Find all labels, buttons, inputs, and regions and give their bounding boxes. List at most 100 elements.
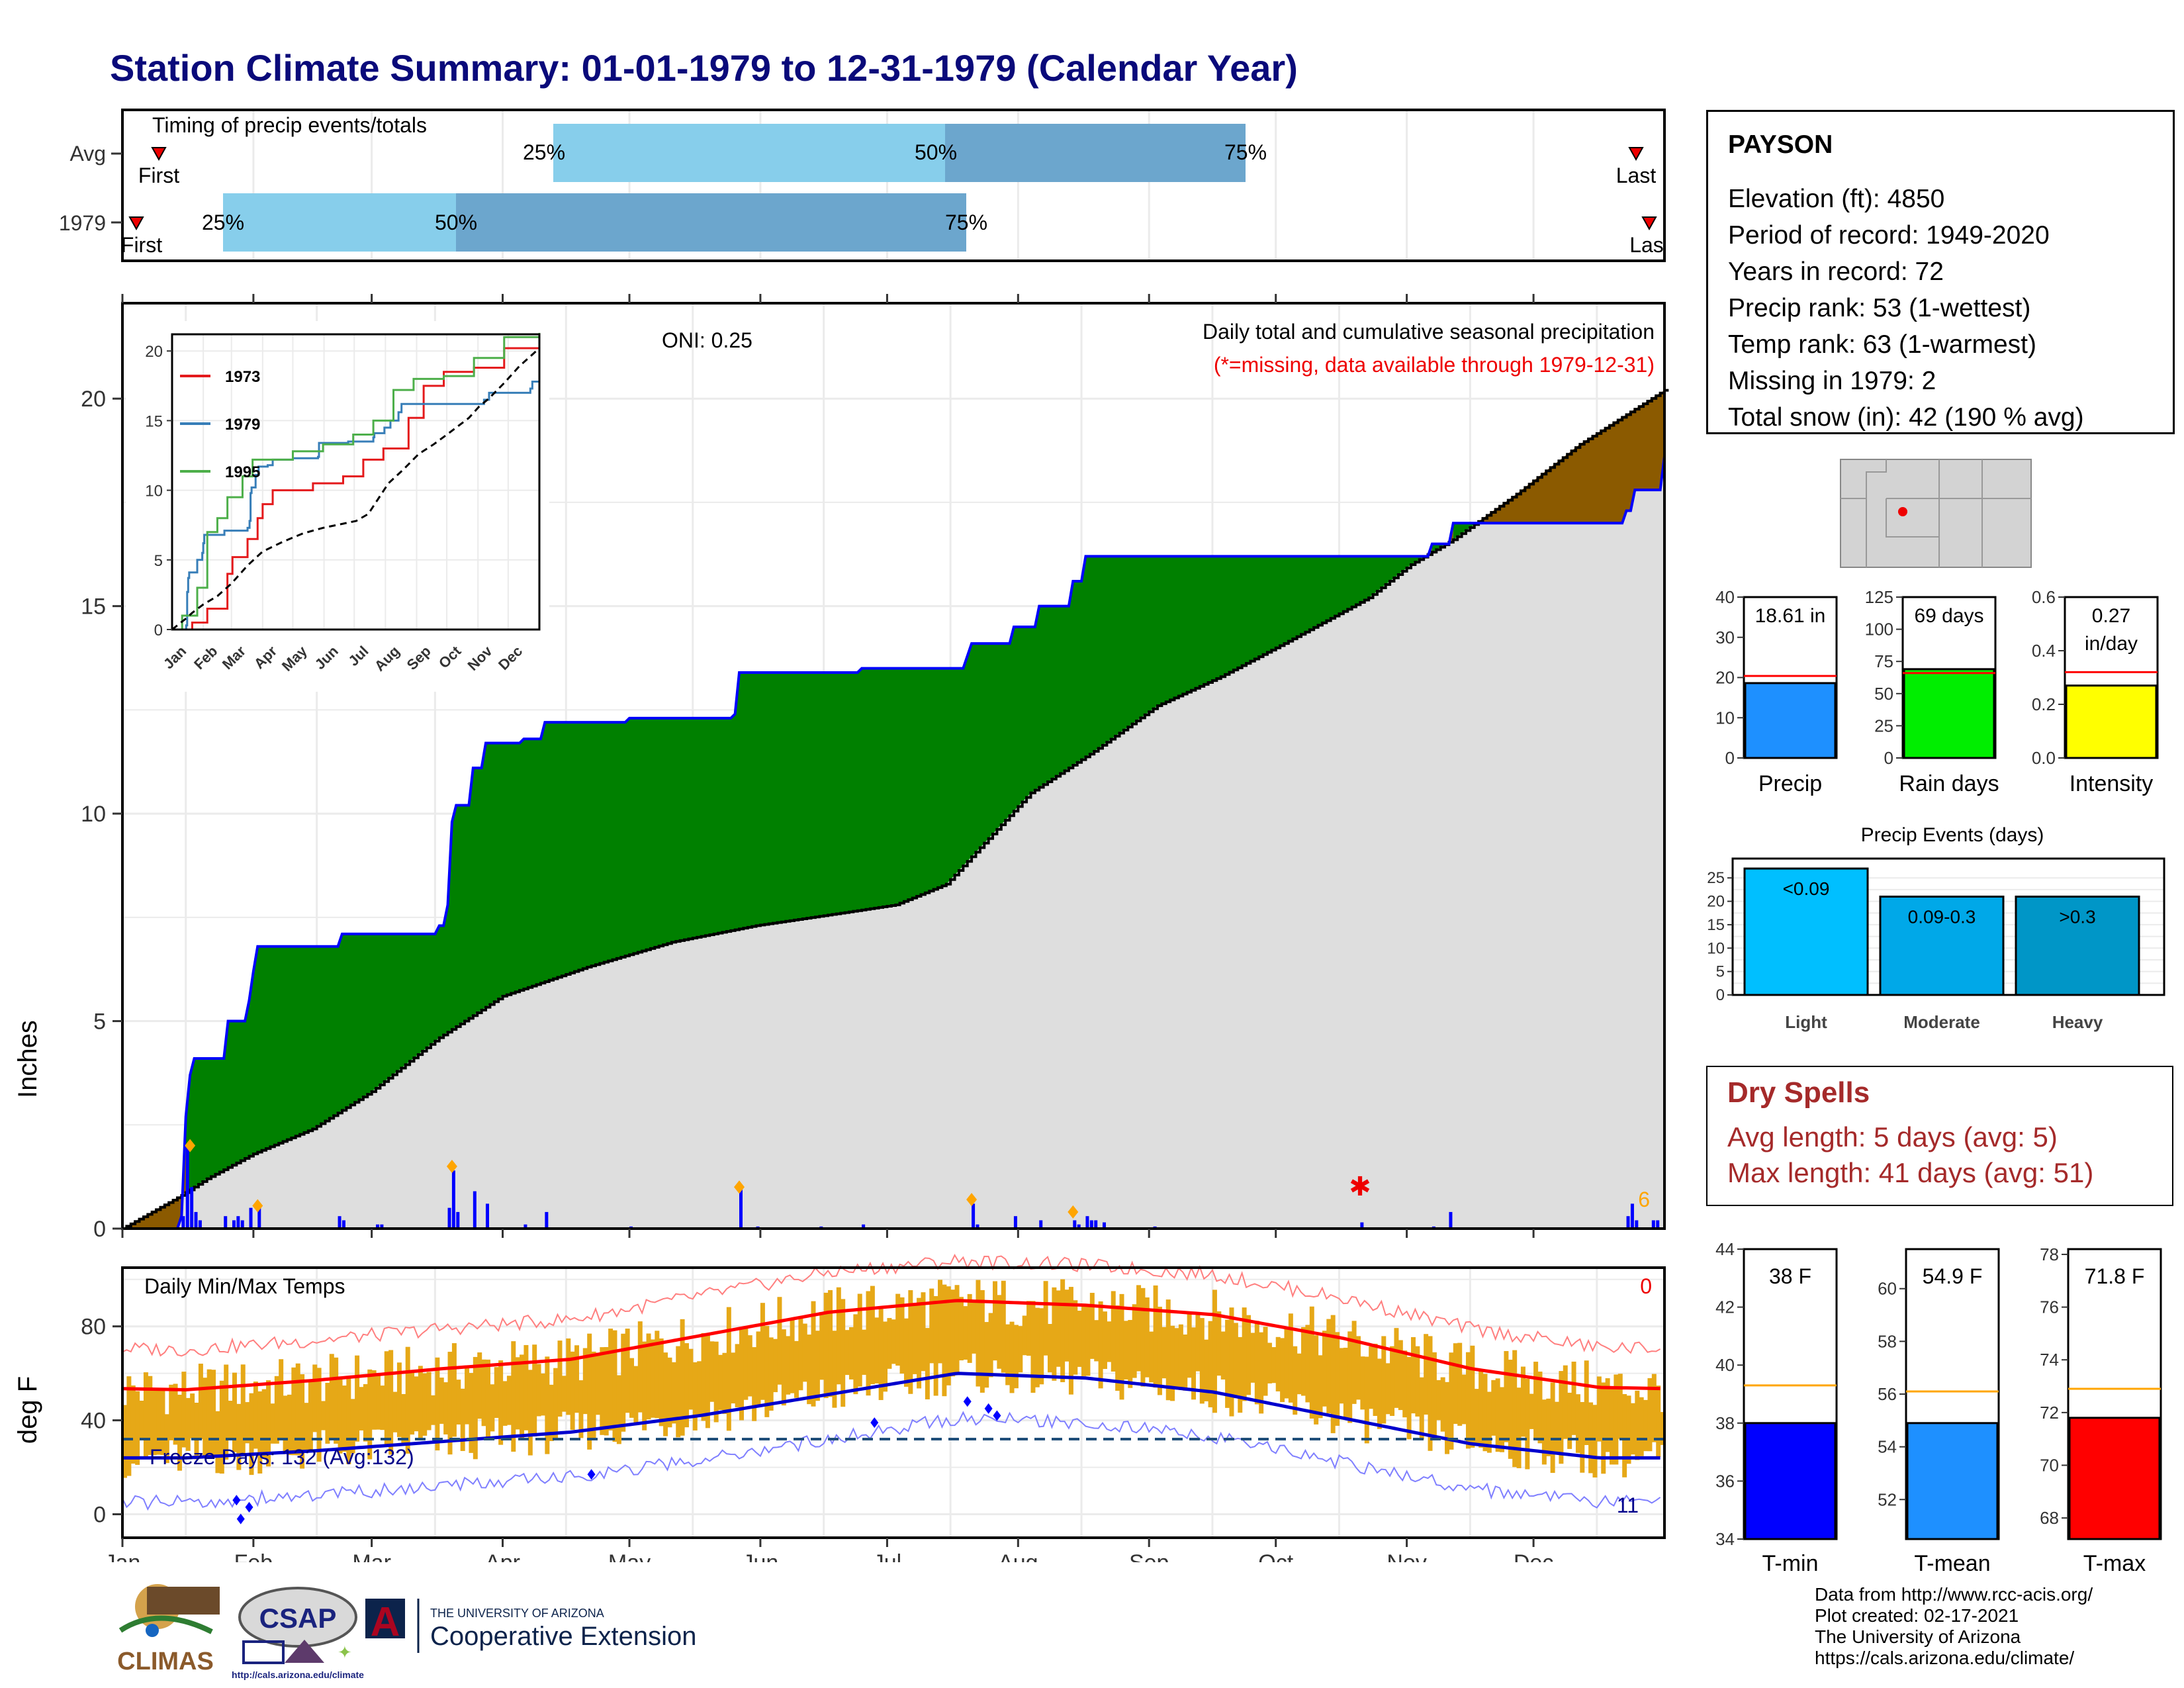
daily-temp-bar: [1520, 1366, 1525, 1437]
daily-temp-bar: [1056, 1290, 1061, 1367]
daily-temp-bar: [878, 1309, 884, 1401]
daily-temp-bar: [557, 1340, 563, 1417]
mini-temp-tmean: 52 54 56 58 60 54.9 F T-mean: [1878, 1248, 2000, 1576]
precip-subtitle: Daily total and cumulative seasonal prec…: [1203, 320, 1655, 344]
daily-temp-bar: [1013, 1325, 1019, 1389]
events-ytick: 20: [1707, 893, 1725, 911]
y1979-q25-label: 25%: [202, 211, 244, 234]
daily-temp-bar: [1432, 1352, 1437, 1436]
mini-temp-ytick: 54: [1878, 1437, 1897, 1457]
mini-temp-bar: [1906, 1422, 1999, 1540]
daily-temp-bar: [1546, 1398, 1551, 1456]
daily-temp-bar: [933, 1295, 938, 1396]
mini-temp-value: 38 F: [1769, 1264, 1811, 1288]
avg-min-line: [122, 1372, 1661, 1460]
station-snow: Total snow (in): 42 (190 % avg): [1728, 403, 2084, 432]
daily-precip-bar: [1626, 1216, 1630, 1229]
daily-temp-bar: [1504, 1350, 1509, 1442]
daily-temp-bar: [355, 1355, 360, 1442]
daily-precip-bar: [338, 1216, 341, 1229]
daily-temp-bar: [713, 1341, 719, 1423]
daily-temp-bar: [1537, 1372, 1543, 1444]
daily-temp-bar: [1149, 1331, 1154, 1383]
daily-temp-bar: [1009, 1321, 1015, 1393]
daily-temp-bar: [536, 1364, 541, 1417]
mini-temp-ytick: 78: [2040, 1244, 2059, 1264]
daily-temp-bar: [367, 1369, 373, 1460]
mini-ytick: 125: [1865, 587, 1893, 607]
daily-temp-bar: [1402, 1350, 1408, 1418]
avg-q75-label: 75%: [1224, 140, 1267, 164]
daily-precip-bar: [1449, 1211, 1453, 1229]
daily-temp-bar: [1610, 1388, 1614, 1465]
events-bar: [2015, 896, 2140, 996]
daily-temp-bar: [1140, 1288, 1146, 1387]
daily-temp-bar: [1347, 1331, 1353, 1423]
station-missing: Missing in 1979: 2: [1728, 367, 1936, 395]
events-ytick: 25: [1707, 869, 1725, 887]
timing-chart: Timing of precip events/totals Avg 1979 …: [59, 109, 1666, 262]
daily-precip-bar: [1651, 1220, 1655, 1229]
daily-precip-bar: [257, 1203, 261, 1229]
station-name: PAYSON: [1728, 130, 1833, 159]
daily-temp-bar: [1280, 1338, 1285, 1403]
mini-temp-bar: [2068, 1417, 2161, 1540]
daily-temp-bar: [240, 1364, 246, 1453]
daily-temp-bar: [1508, 1360, 1513, 1459]
oni-label: ONI: 0.25: [662, 328, 752, 352]
daily-temp-bar: [485, 1359, 490, 1438]
daily-temp-bar: [473, 1356, 478, 1460]
daily-temp-bar: [1596, 1376, 1602, 1442]
daily-temp-bar: [1199, 1318, 1205, 1404]
mini-temp-tmin: 34 36 38 40 42 44 38 F T-min: [1715, 1239, 1838, 1576]
month-tick: Nov: [1387, 1550, 1426, 1562]
daily-temp-bar: [308, 1381, 313, 1452]
record-low-marker: [245, 1501, 253, 1513]
daily-temp-bar: [1077, 1311, 1082, 1367]
daily-temp-bar: [1119, 1293, 1124, 1400]
daily-temp-bar: [659, 1338, 664, 1427]
daily-temp-bar: [853, 1314, 858, 1395]
daily-temp-bar: [612, 1330, 617, 1442]
events-bar: [1743, 867, 1869, 996]
daily-temp-bar: [1385, 1363, 1390, 1415]
mini-value-bar: [1744, 682, 1837, 759]
daily-temp-bar: [460, 1388, 465, 1451]
mini-ytick: 0.0: [2032, 748, 2056, 768]
daily-temp-bar: [950, 1289, 956, 1377]
daily-temp-bar: [629, 1358, 635, 1418]
daily-temp-bar: [912, 1304, 917, 1374]
events-category: Heavy: [2052, 1012, 2103, 1032]
daily-precip-bar: [341, 1220, 345, 1229]
page-title: Station Climate Summary: 01-01-1979 to 1…: [110, 47, 1298, 89]
daily-temp-bar: [338, 1379, 343, 1454]
daily-temp-bar: [1293, 1346, 1298, 1415]
mini-temp-ytick: 56: [1878, 1384, 1897, 1404]
daily-temp-bar: [1212, 1289, 1217, 1413]
avg-first-label: First: [138, 164, 179, 187]
events-title: Precip Events (days): [1861, 824, 2044, 846]
station-elevation: Elevation (ft): 4850: [1728, 185, 1945, 213]
daily-temp-bar: [1500, 1387, 1505, 1452]
csap-url: http://cals.arizona.edu/climate: [232, 1669, 364, 1680]
snow-marker: [446, 1159, 457, 1173]
daily-temp-bar: [1356, 1336, 1361, 1400]
freeze-days-label: Freeze Days: 132 (Avg:132): [150, 1445, 414, 1469]
daily-temp-bar: [300, 1374, 305, 1469]
daily-temp-bar: [1001, 1280, 1006, 1373]
daily-temp-bar: [883, 1321, 888, 1392]
daily-temp-bar: [680, 1319, 685, 1436]
daily-precip-bar: [232, 1220, 236, 1229]
daily-temp-bar: [1495, 1378, 1500, 1452]
daily-temp-bar: [870, 1286, 875, 1384]
daily-temp-bar: [1174, 1328, 1179, 1387]
csap-text: CSAP: [259, 1603, 337, 1634]
daily-temp-bar: [1605, 1378, 1610, 1452]
snow-marker: [966, 1193, 978, 1207]
daily-temp-bar: [841, 1299, 846, 1407]
record-low-line: [122, 1411, 1661, 1511]
daily-temp-bar: [215, 1411, 220, 1474]
events-category: Light: [1785, 1012, 1827, 1032]
y1979-first-marker: [128, 216, 144, 231]
